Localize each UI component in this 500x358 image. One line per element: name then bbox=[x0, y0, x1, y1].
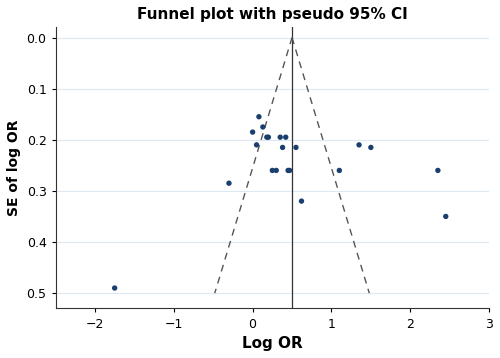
Point bbox=[336, 168, 344, 173]
X-axis label: Log OR: Log OR bbox=[242, 336, 302, 351]
Point bbox=[282, 134, 290, 140]
Point bbox=[442, 214, 450, 219]
Point bbox=[298, 198, 306, 204]
Point bbox=[268, 168, 276, 173]
Point bbox=[255, 114, 263, 120]
Point bbox=[263, 134, 271, 140]
Point bbox=[110, 285, 118, 291]
Point bbox=[272, 168, 280, 173]
Point bbox=[276, 134, 284, 140]
Point bbox=[252, 142, 260, 148]
Point bbox=[248, 129, 256, 135]
Point bbox=[284, 168, 292, 173]
Point bbox=[434, 168, 442, 173]
Point bbox=[259, 124, 267, 130]
Point bbox=[278, 145, 286, 150]
Y-axis label: SE of log OR: SE of log OR bbox=[7, 120, 21, 216]
Point bbox=[292, 145, 300, 150]
Title: Funnel plot with pseudo 95% CI: Funnel plot with pseudo 95% CI bbox=[137, 7, 407, 22]
Point bbox=[264, 134, 272, 140]
Point bbox=[225, 180, 233, 186]
Point bbox=[355, 142, 363, 148]
Point bbox=[286, 168, 294, 173]
Point bbox=[367, 145, 375, 150]
